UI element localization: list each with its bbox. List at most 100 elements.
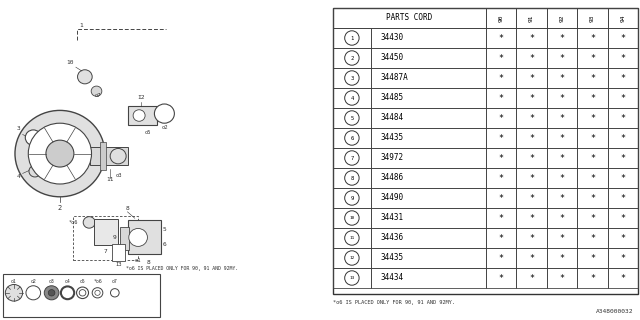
Bar [608,248,639,268]
Bar [547,68,577,88]
Bar [333,88,371,108]
Text: o3: o3 [49,278,54,284]
Text: 1: 1 [350,36,353,41]
Bar [547,8,577,28]
Text: 9: 9 [113,236,116,240]
Circle shape [28,123,92,184]
Text: 34486: 34486 [380,173,403,182]
Text: *: * [529,93,534,102]
Text: 34490: 34490 [380,194,403,203]
Text: *: * [621,154,626,163]
Text: *: * [590,74,595,83]
Text: 34485: 34485 [380,93,403,102]
Circle shape [154,104,174,123]
Text: *: * [590,194,595,203]
Bar [577,268,608,288]
Bar [371,108,486,128]
Bar [486,248,516,268]
Text: o5: o5 [79,278,85,284]
Text: *: * [559,133,564,142]
Bar [577,188,608,208]
Text: *: * [559,114,564,123]
Bar [547,148,577,168]
Bar [100,142,106,170]
Bar [608,208,639,228]
Text: 11: 11 [349,236,355,240]
Text: *: * [529,274,534,283]
Text: *: * [529,133,534,142]
Circle shape [345,191,359,205]
Text: *: * [621,133,626,142]
Text: 34436: 34436 [380,234,403,243]
Circle shape [345,111,359,125]
Circle shape [111,289,119,297]
Circle shape [345,211,359,225]
Text: 34487A: 34487A [380,74,408,83]
Text: o4: o4 [65,278,70,284]
Text: *: * [499,74,504,83]
Bar [333,28,371,48]
Text: o1: o1 [135,258,141,263]
Bar [577,228,608,248]
Text: *: * [590,253,595,262]
Circle shape [48,290,55,296]
Circle shape [129,228,147,246]
Text: *: * [499,53,504,62]
Bar [608,48,639,68]
Bar [547,208,577,228]
Bar [608,8,639,28]
Bar [486,108,516,128]
Circle shape [77,287,88,299]
Circle shape [91,86,102,96]
Text: 6: 6 [163,242,166,247]
Bar [547,128,577,148]
Bar [90,147,128,165]
Bar [486,128,516,148]
Text: 34972: 34972 [380,154,403,163]
Bar [547,248,577,268]
Bar [333,108,371,128]
Bar [371,268,486,288]
Text: 5: 5 [163,227,166,232]
Bar [371,88,486,108]
Bar [486,28,516,48]
Bar [516,208,547,228]
Circle shape [345,31,359,45]
Text: *: * [590,133,595,142]
Text: *: * [559,93,564,102]
Bar [72,216,138,260]
Text: *o6 IS PLACED ONLY FOR 90, 91 AND 92MY.: *o6 IS PLACED ONLY FOR 90, 91 AND 92MY. [333,300,454,305]
Bar [547,48,577,68]
Bar [516,248,547,268]
Text: *: * [621,93,626,102]
Bar [608,168,639,188]
Bar [333,228,371,248]
Bar [94,219,118,245]
Text: A348000032: A348000032 [596,309,634,314]
Text: 8: 8 [125,206,129,211]
Text: *: * [621,234,626,243]
Bar [128,220,161,254]
Text: *: * [499,93,504,102]
Bar [608,88,639,108]
Text: I3: I3 [116,262,122,267]
Bar [577,168,608,188]
Text: *: * [590,274,595,283]
Text: o1: o1 [11,278,17,284]
Bar [516,88,547,108]
Text: *: * [529,154,534,163]
Text: 9: 9 [350,196,353,201]
Bar [371,248,486,268]
Text: *: * [529,114,534,123]
Bar [486,68,516,88]
Circle shape [79,290,86,296]
Text: *: * [529,213,534,222]
Bar [516,8,547,28]
Text: *: * [621,173,626,182]
Bar [371,28,486,48]
Text: 34434: 34434 [380,274,403,283]
Text: *: * [529,74,534,83]
Text: 8: 8 [146,260,150,265]
Circle shape [92,288,103,298]
Bar [486,8,516,28]
